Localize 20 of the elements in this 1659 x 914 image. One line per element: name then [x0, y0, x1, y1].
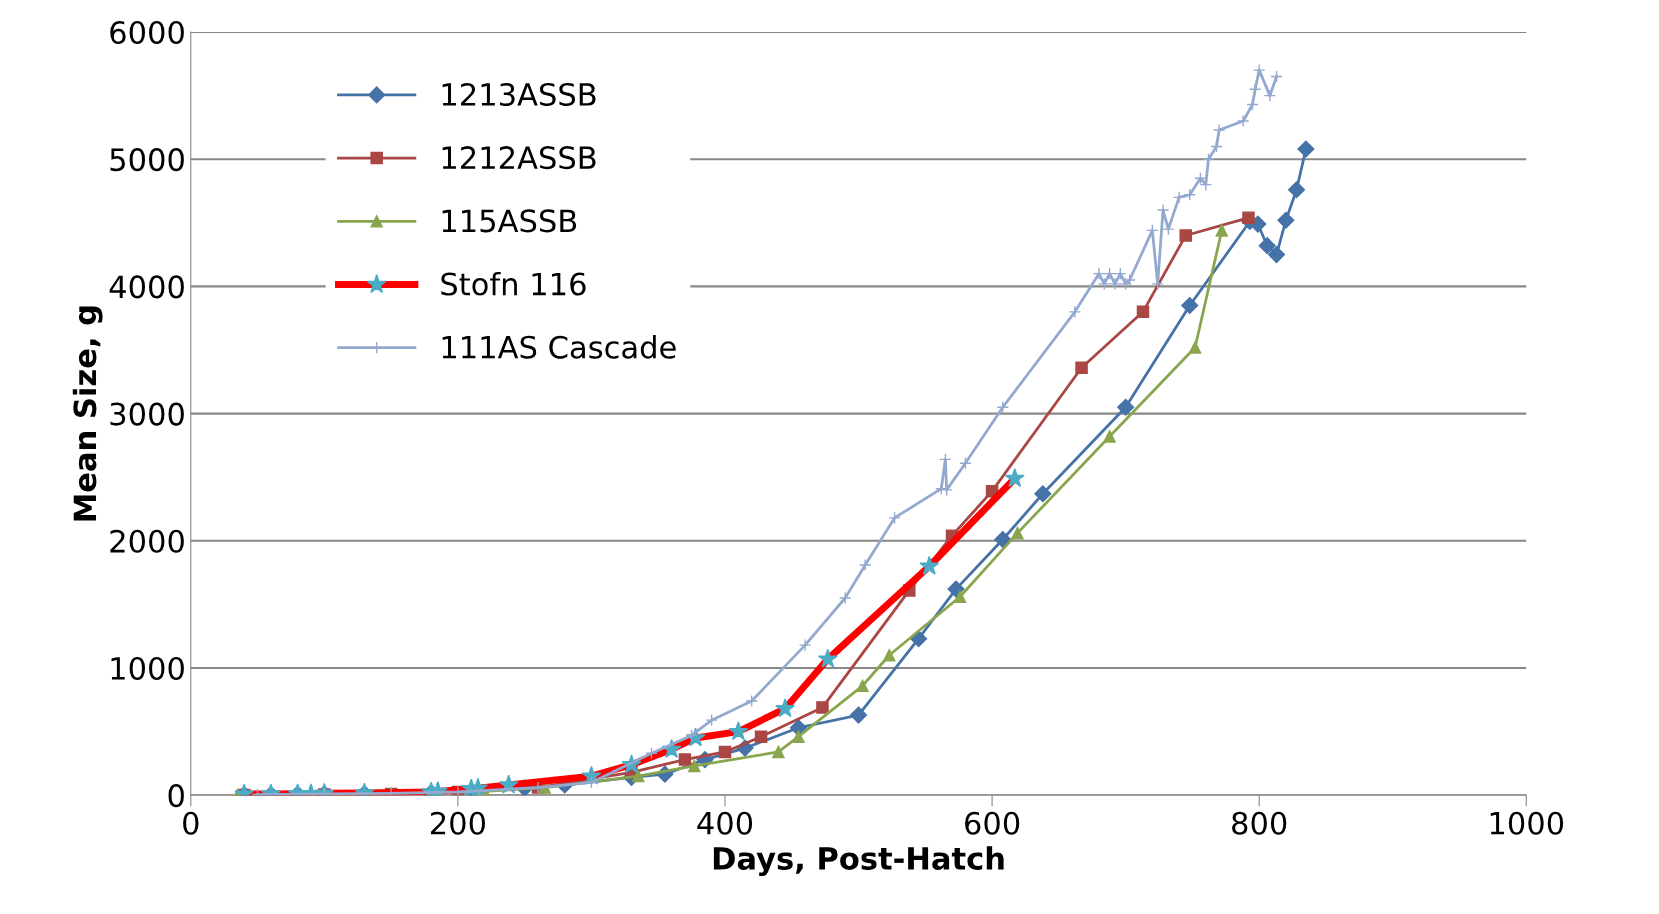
legend-label: 111AS Cascade	[442, 335, 676, 359]
legend-label: 115ASSB	[442, 209, 577, 233]
y-axis-title: Mean Size, g	[72, 306, 103, 521]
x-tick-label: 800	[1232, 811, 1287, 835]
x-tick-label: 200	[430, 811, 486, 835]
x-axis-title: Days, Post-Hatch	[713, 846, 1004, 877]
y-tick-label: 2000	[110, 529, 184, 553]
legend-label: 1212ASSB	[442, 146, 596, 170]
x-tick-label: 0	[183, 811, 199, 835]
y-tick-label: 5000	[110, 148, 184, 172]
x-tick-label: 600	[965, 811, 1020, 835]
x-tick-label: 1000	[1490, 811, 1564, 835]
y-tick-label: 1000	[111, 656, 184, 681]
legend-label: Stofn 116	[441, 271, 586, 296]
y-tick-label: 6000	[110, 20, 184, 45]
y-tick-label: 4000	[109, 275, 184, 299]
x-tick-label: 400	[697, 811, 753, 835]
legend-label: 1213ASSB	[442, 82, 596, 107]
y-tick-label: 3000	[110, 402, 184, 426]
y-tick-label: 0	[168, 784, 184, 808]
